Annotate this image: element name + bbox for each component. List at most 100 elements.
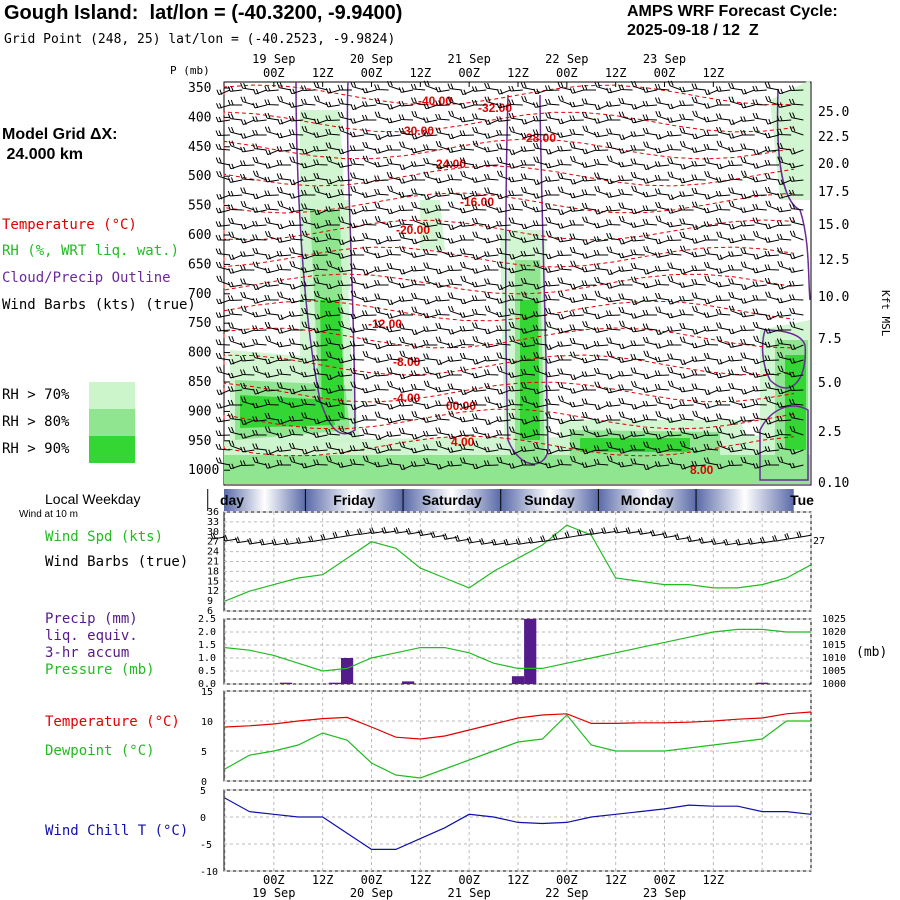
wind-barb xyxy=(301,321,316,331)
wind-barb xyxy=(362,351,377,361)
wind-barb xyxy=(362,428,377,436)
wind-barb xyxy=(691,265,706,271)
wind-barb xyxy=(264,281,279,287)
wind-barb xyxy=(435,268,450,275)
wind-barb xyxy=(642,205,658,211)
wind-barb xyxy=(704,275,719,286)
wind-barb xyxy=(240,224,255,230)
wind-barb xyxy=(752,412,767,421)
wind-barb xyxy=(679,245,694,256)
wind-barb xyxy=(581,175,597,182)
wind-barb xyxy=(497,284,511,291)
surface-wind-barb xyxy=(735,538,751,546)
wind-barb xyxy=(655,343,670,349)
wind-barb xyxy=(594,381,609,391)
wind-barb xyxy=(533,365,548,376)
wind-barb xyxy=(654,370,670,376)
wind-barb xyxy=(398,218,414,226)
surface-wind-barb xyxy=(564,531,580,539)
pressure-tick-right: 1010 xyxy=(822,653,846,664)
wind-tick-label: 6 xyxy=(207,606,213,617)
wind-barb xyxy=(777,156,792,166)
wind-barb xyxy=(776,206,792,213)
wind-barb xyxy=(521,328,536,334)
wind-barb xyxy=(740,193,755,200)
wind-barb xyxy=(300,280,316,287)
wind-barb xyxy=(704,389,719,396)
wind-barb xyxy=(716,359,731,365)
wind-barb xyxy=(692,410,706,421)
wind-barb xyxy=(374,188,389,196)
wind-barb xyxy=(557,159,572,166)
wind-barb xyxy=(630,444,645,451)
wind-barb xyxy=(374,411,389,421)
wind-barb xyxy=(765,314,780,321)
wind-barb xyxy=(350,290,365,301)
wind-barb xyxy=(654,252,670,258)
wind-barb xyxy=(532,233,548,241)
wind-barb xyxy=(325,310,340,317)
surface-wind-barb xyxy=(271,538,287,546)
wind-barb xyxy=(593,236,609,242)
wind-barb xyxy=(740,207,755,213)
wind-barb xyxy=(472,359,487,365)
wind-barb xyxy=(362,87,377,94)
wind-barb xyxy=(398,427,414,436)
wind-barb xyxy=(216,89,231,96)
wind-barb xyxy=(789,371,804,378)
wind-barb xyxy=(508,358,523,365)
wind-barb xyxy=(313,236,328,243)
wind-barb xyxy=(277,96,292,106)
wind-barb xyxy=(704,89,719,96)
wind-barb xyxy=(582,148,597,155)
wind-barb xyxy=(350,381,365,391)
wind-barb xyxy=(276,264,292,271)
time-tick-top: 12Z xyxy=(312,66,334,80)
wind-barb xyxy=(666,235,682,241)
wind-barb xyxy=(740,89,755,95)
wind-barb xyxy=(252,116,267,122)
wind-barb xyxy=(216,171,231,181)
wind-barb xyxy=(557,432,572,438)
wind-barb xyxy=(715,295,731,301)
wind-barb xyxy=(521,200,536,211)
wind-barb xyxy=(496,298,511,304)
surface-wind-barb xyxy=(491,538,506,546)
pressure-label: Pressure (mb) xyxy=(45,662,155,678)
wind-barb xyxy=(264,267,279,274)
wind-barb xyxy=(374,384,389,391)
wind-barb xyxy=(728,433,743,439)
wind-barb xyxy=(776,311,792,317)
wind-barb xyxy=(520,264,536,271)
wind-barb xyxy=(337,357,353,364)
wind-barb xyxy=(545,321,560,331)
wind-barb xyxy=(643,178,658,184)
wind-barb xyxy=(374,320,389,331)
wind-barb xyxy=(422,144,438,151)
wind-barb xyxy=(423,221,438,228)
wind-barb xyxy=(582,448,597,455)
wind-barb xyxy=(642,427,658,436)
wind-barb xyxy=(496,143,511,151)
wind-barb xyxy=(496,170,511,181)
wind-barb xyxy=(715,281,731,288)
wind-barb xyxy=(216,366,231,376)
wind-barb xyxy=(240,133,255,139)
wind-barb xyxy=(325,324,340,331)
wind-barb xyxy=(435,218,450,226)
wind-barb xyxy=(484,433,499,439)
wind-barb xyxy=(557,223,572,229)
surface-wind-barb xyxy=(405,527,421,535)
wind-barb xyxy=(703,352,719,361)
wind-tick-label: 15 xyxy=(207,576,219,587)
surface-wind-barb xyxy=(234,536,250,544)
wind-barb xyxy=(264,399,279,406)
wind-barb xyxy=(606,155,621,166)
precip-bar xyxy=(756,682,769,684)
wind-barb xyxy=(484,82,499,91)
wind-barb xyxy=(386,235,401,242)
wind-barb xyxy=(594,290,609,301)
wind-barb xyxy=(679,336,694,346)
wind-barb xyxy=(594,104,609,111)
wind-barb xyxy=(325,233,340,241)
